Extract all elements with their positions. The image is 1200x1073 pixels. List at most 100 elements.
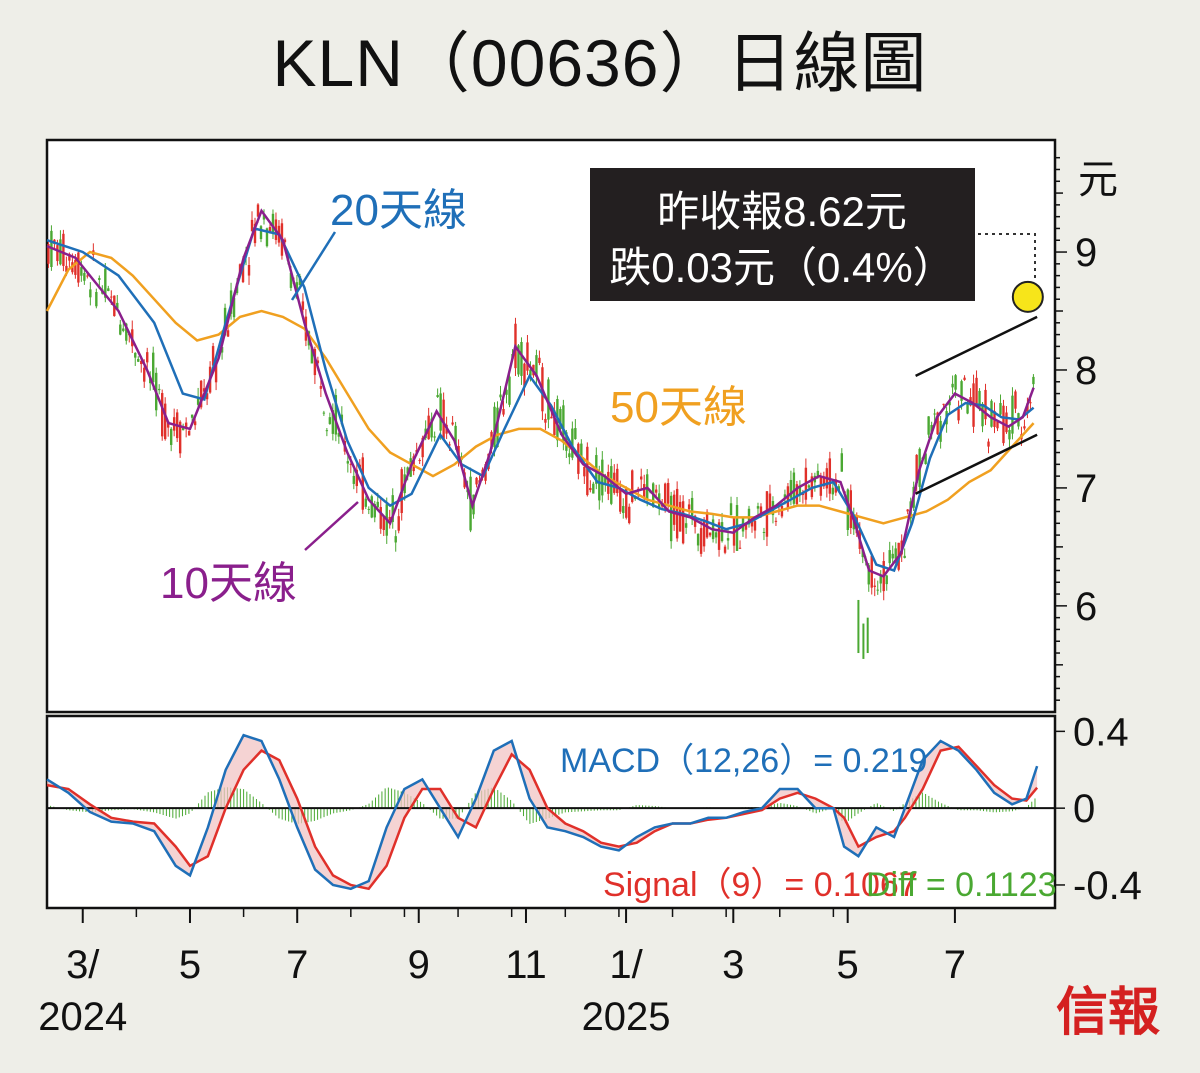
candle-body: [334, 395, 338, 435]
page-title: KLN（00636）日線圖: [272, 26, 928, 100]
candle-body: [268, 226, 272, 233]
candle-body: [346, 461, 350, 464]
candle-body: [352, 475, 356, 484]
candle-body: [62, 233, 65, 266]
candle-body: [583, 466, 586, 477]
candle-body: [654, 489, 658, 493]
candle-body: [190, 414, 194, 418]
candle-body: [265, 228, 269, 247]
candle-body: [960, 381, 963, 401]
price-tick-label: 7: [1075, 467, 1097, 511]
candle-body: [669, 495, 673, 542]
x-tick-label: 11: [505, 943, 547, 987]
candle-body: [56, 245, 59, 262]
candle-body: [1032, 376, 1035, 385]
candle-body: [451, 422, 454, 425]
candle-body: [496, 407, 499, 448]
candle-body: [232, 297, 236, 318]
candle-body: [529, 369, 532, 376]
candle-body: [196, 396, 200, 405]
axes: 6 7 8 9 0.4 0 -0.4 3/5 7 9 11 1/3 5 7 2024 2025: [38, 156, 1142, 1039]
candle-body: [316, 360, 320, 364]
candle-body: [903, 555, 906, 558]
trend-line-upper: [915, 315, 1038, 378]
candle-body: [873, 585, 876, 587]
candle-body: [442, 399, 445, 440]
candle-body: [178, 421, 182, 454]
candle-body: [433, 436, 436, 438]
candle-body: [774, 520, 778, 522]
candle-body: [816, 470, 820, 476]
candle-body: [184, 422, 188, 429]
candle-body: [349, 463, 353, 465]
candle-body: [702, 519, 706, 547]
diff-label: Diff = 0.1123: [866, 866, 1057, 904]
candle-body: [325, 430, 329, 432]
candle-body: [271, 213, 275, 235]
candle-body: [376, 501, 379, 508]
candle-body: [163, 403, 167, 440]
candle-body: [319, 385, 323, 389]
candle-body: [783, 494, 787, 499]
candle-body: [705, 511, 709, 538]
candle-body: [643, 484, 646, 498]
candle-body: [202, 388, 206, 392]
candle-body: [406, 467, 409, 474]
candle-body: [768, 493, 772, 514]
candle-body: [663, 483, 667, 509]
candle-body: [726, 538, 730, 541]
candle-body: [915, 454, 918, 484]
candle-body: [822, 476, 826, 487]
candle-body: [535, 355, 538, 377]
candle-body: [367, 508, 370, 510]
candle-body: [1014, 391, 1017, 409]
candle-body: [331, 410, 335, 434]
x-tick-label: 3/: [66, 943, 100, 987]
candle-body: [493, 406, 496, 448]
candle-body: [996, 421, 999, 429]
candle-body: [1011, 395, 1014, 434]
candle-body: [867, 565, 870, 585]
candle-body: [110, 296, 113, 298]
annotation-line2: 跌0.03元（0.4%）: [609, 244, 954, 291]
candle-body: [262, 214, 266, 220]
annotation-box: [590, 168, 975, 301]
unit-label: 元: [1078, 158, 1118, 202]
candle-body: [666, 482, 670, 504]
candle-body: [77, 252, 80, 283]
x-tick-label: 7: [286, 943, 308, 987]
price-tick-label: 6: [1075, 585, 1097, 629]
candle-body: [146, 352, 149, 363]
candle-body: [107, 288, 110, 291]
candle-body: [517, 345, 520, 375]
candle-body: [598, 474, 601, 501]
candle-body: [337, 432, 341, 437]
candle-body: [250, 219, 254, 232]
candle-body: [729, 503, 733, 516]
candle-body: [942, 403, 945, 405]
candle-body: [550, 416, 553, 419]
candle-body: [379, 507, 382, 529]
candle-body: [592, 483, 595, 494]
candle-body: [807, 485, 811, 488]
candle-body: [759, 506, 763, 517]
candle-body: [948, 401, 951, 406]
year-label: 2024: [38, 995, 127, 1039]
candle-body: [619, 488, 622, 512]
candle-body: [187, 431, 191, 436]
candle-body: [846, 489, 849, 531]
candle-body: [391, 495, 394, 523]
candle-body: [166, 421, 170, 428]
candle-body: [888, 550, 891, 564]
macd-tick-label: 0: [1073, 787, 1095, 831]
candle-body: [253, 223, 257, 244]
ma50-label: 50天線: [610, 383, 747, 432]
candle-body: [328, 417, 332, 424]
candle-body: [214, 361, 218, 383]
trend-line-lower: [915, 433, 1038, 495]
candle-body: [373, 503, 376, 518]
candle-body: [169, 428, 173, 445]
x-tick-label: 1/: [609, 943, 643, 987]
macd-signal-band: [47, 735, 1038, 889]
candle-body: [364, 498, 367, 507]
